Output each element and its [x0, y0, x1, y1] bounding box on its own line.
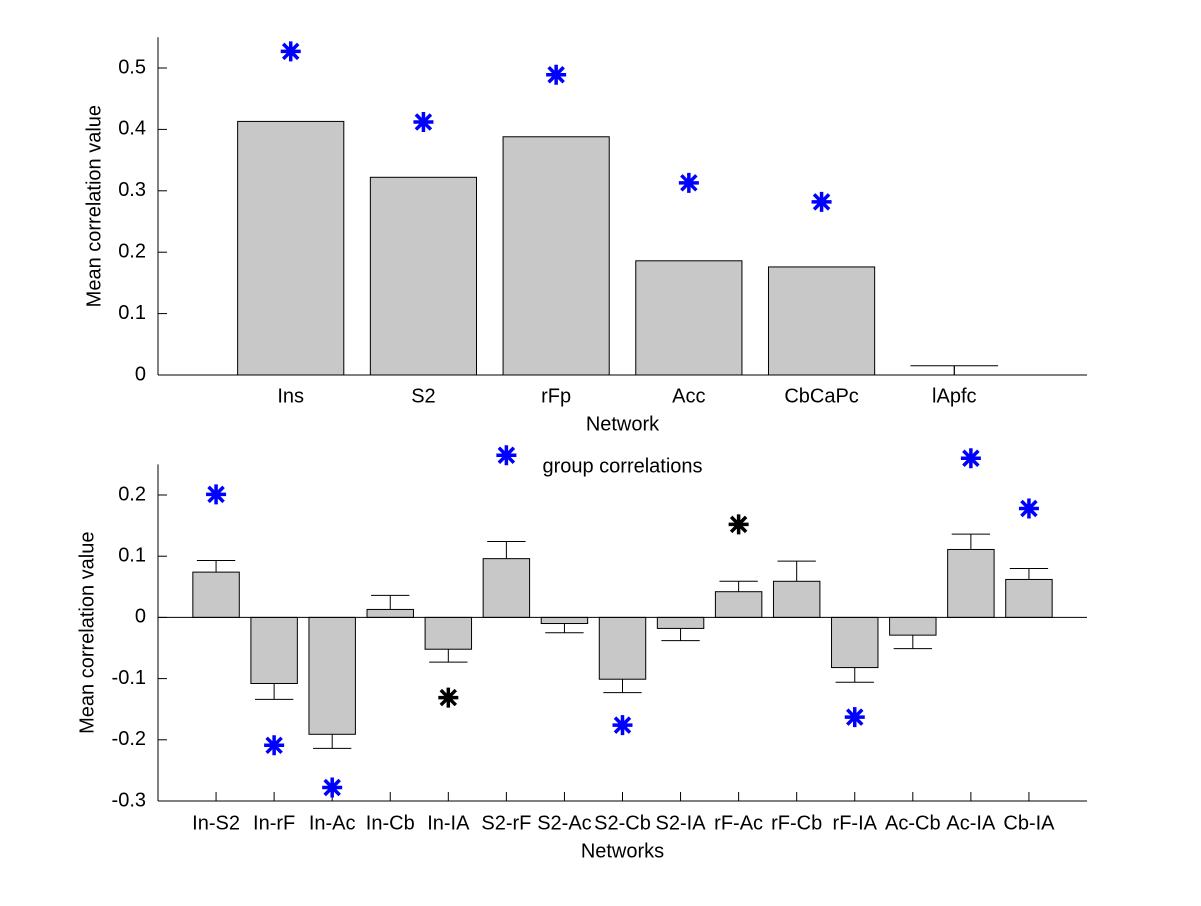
significance-star [496, 445, 517, 466]
bar [656, 616, 705, 629]
y-tick-label: 0.2 [118, 483, 146, 505]
significance-star [546, 64, 567, 85]
x-axis-label: Network [586, 413, 660, 435]
significance-star [811, 191, 832, 212]
y-tick-label: 0.2 [118, 240, 146, 262]
y-tick-label: -0.2 [112, 728, 146, 750]
y-tick-label: -0.3 [112, 789, 146, 811]
error-bar [487, 541, 526, 559]
y-tick-label: 0.4 [118, 118, 146, 140]
error-bar [910, 365, 999, 375]
x-tick-label: Ins [277, 385, 304, 407]
y-tick-label: 0 [135, 606, 146, 628]
x-tick-label: S2-Cb [594, 812, 651, 834]
error-bar [371, 594, 410, 610]
bar [502, 136, 610, 376]
significance-star [612, 715, 633, 736]
error-bar [893, 635, 932, 650]
error-bar [661, 628, 700, 642]
significance-star [438, 687, 459, 708]
error-bar [196, 559, 236, 573]
x-tick-label: rFp [541, 385, 571, 407]
x-tick-label: In-rF [253, 812, 295, 834]
y-axis-label: Mean correlation value [76, 532, 98, 734]
x-tick-label: rF-Ac [714, 812, 763, 834]
significance-star [413, 112, 434, 133]
x-tick-label: Cb-IA [1003, 812, 1055, 834]
error-bar [835, 667, 874, 683]
significance-star [206, 484, 227, 505]
x-axis-label: Networks [581, 840, 664, 862]
bar [947, 548, 995, 618]
bar [250, 616, 298, 684]
y-tick-label: 0 [135, 363, 146, 385]
y-tick-label: 0.3 [118, 179, 146, 201]
bar [635, 260, 743, 376]
x-tick-label: S2-rF [481, 812, 531, 834]
significance-star [728, 514, 749, 535]
bar [714, 591, 763, 618]
error-bar [254, 683, 294, 700]
y-tick-label: 0.1 [118, 544, 146, 566]
bar [424, 616, 473, 650]
bar [366, 608, 414, 618]
bar [192, 571, 240, 618]
bar [482, 558, 531, 618]
bar [831, 616, 879, 669]
significance-star [322, 777, 343, 798]
x-tick-label: In-Ac [309, 812, 356, 834]
x-tick-label: Ac-IA [946, 812, 996, 834]
significance-star [280, 41, 301, 62]
y-tick-label: -0.1 [112, 667, 146, 689]
x-tick-label: rF-IA [833, 812, 878, 834]
error-bar [951, 533, 991, 550]
bar [1005, 578, 1053, 618]
x-tick-label: In-Cb [366, 812, 415, 834]
x-tick-label: Acc [672, 385, 705, 407]
bar [598, 616, 647, 680]
error-bar [603, 679, 642, 694]
bar [767, 266, 876, 376]
significance-star [844, 707, 865, 728]
bar [889, 616, 937, 636]
error-bar [777, 560, 816, 582]
error-bar [1009, 567, 1049, 580]
x-tick-label: S2-Ac [537, 812, 591, 834]
y-tick-label: 0.1 [118, 302, 146, 324]
x-tick-label: In-S2 [192, 812, 240, 834]
error-bar [545, 623, 584, 634]
y-axis-label: Mean correlation value [83, 105, 105, 307]
bar [369, 176, 478, 376]
significance-star [678, 172, 699, 193]
significance-star [1018, 498, 1039, 519]
x-tick-label: rF-Cb [771, 812, 822, 834]
x-tick-label: S2-IA [656, 812, 707, 834]
x-tick-label: S2 [411, 385, 435, 407]
error-bar [429, 649, 468, 663]
x-tick-label: Ac-Cb [885, 812, 941, 834]
bar [237, 120, 345, 376]
x-tick-label: CbCaPc [784, 385, 858, 407]
bar [772, 580, 821, 618]
x-tick-label: In-IA [427, 812, 470, 834]
chart-title: group correlations [542, 456, 702, 478]
bar [540, 616, 589, 625]
error-bar [313, 734, 352, 749]
significance-star [960, 448, 981, 469]
error-bar [719, 580, 758, 592]
bar [308, 616, 356, 735]
x-tick-label: lApfc [932, 385, 976, 407]
significance-star [264, 735, 285, 756]
y-tick-label: 0.5 [118, 56, 146, 78]
